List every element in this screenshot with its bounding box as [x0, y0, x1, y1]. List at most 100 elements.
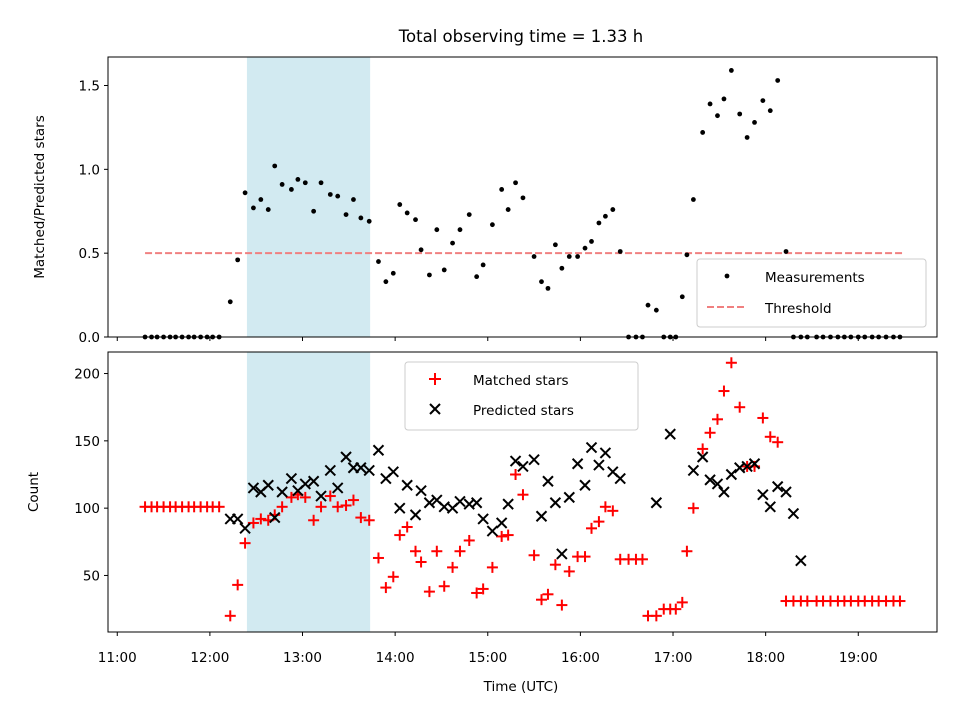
- predicted-star-point: [579, 479, 591, 491]
- measurement-point: [311, 208, 317, 214]
- legend-matched-label: Matched stars: [473, 373, 569, 389]
- top-legend: Measurements Threshold: [696, 258, 927, 328]
- matched-star-point: [496, 530, 508, 542]
- measurement-point: [302, 180, 308, 186]
- predicted-star-point: [307, 475, 320, 487]
- matched-star-point: [213, 501, 225, 513]
- matched-star-point: [477, 583, 489, 595]
- matched-star-point: [586, 522, 598, 534]
- measurement-point: [343, 212, 349, 218]
- matched-star-point: [697, 443, 709, 455]
- matched-star-point: [718, 385, 730, 397]
- matched-star-point: [355, 512, 367, 524]
- matched-star-point: [681, 545, 693, 557]
- predicted-star-point: [299, 478, 311, 490]
- measurement-point: [235, 257, 241, 263]
- measurement-point: [295, 176, 301, 182]
- bottom-xtick-label: 16:00: [561, 650, 600, 666]
- measurement-point: [376, 259, 381, 264]
- matched-star-point: [486, 561, 498, 573]
- top-panel: 0.0 0.5 1.0 1.5 Matched/Predicted stars Mea…: [32, 56, 938, 346]
- predicted-star-point: [517, 460, 529, 473]
- measurement-point: [288, 187, 294, 192]
- matched-star-point: [239, 537, 251, 549]
- top-ytick-label: 1.0: [79, 162, 100, 178]
- predicted-star-point: [355, 462, 367, 474]
- predicted-star-point: [477, 513, 489, 525]
- measurement-point: [441, 267, 447, 273]
- measurement-point: [366, 218, 372, 224]
- measurement-point: [227, 299, 233, 305]
- matched-star-point: [447, 561, 459, 573]
- predicted-star-point: [741, 460, 753, 473]
- measurement-point: [390, 270, 396, 276]
- measurement-point: [272, 163, 278, 169]
- matched-star-point: [757, 412, 769, 424]
- matched-star-point: [438, 580, 450, 592]
- predicted-star-point: [687, 464, 700, 477]
- predicted-star-point: [563, 491, 575, 504]
- measurement-point: [450, 240, 455, 246]
- matched-star-point: [423, 586, 435, 598]
- measurement-point: [457, 227, 463, 233]
- measurement-point: [265, 207, 271, 212]
- predicted-star-point: [614, 472, 626, 485]
- measurement-point: [418, 247, 424, 253]
- bottom-ylabel: Count: [26, 472, 42, 512]
- predicted-star-point: [650, 497, 663, 509]
- measurement-point: [520, 195, 526, 201]
- predicted-star-point: [415, 484, 427, 497]
- measurement-point: [610, 207, 616, 212]
- measurement-point: [744, 135, 750, 140]
- matched-star-point: [734, 401, 746, 413]
- top-ytick-label: 1.5: [79, 79, 100, 95]
- predicted-star-point: [718, 486, 730, 498]
- predicted-star-point: [787, 507, 800, 520]
- measurement-point: [728, 68, 734, 73]
- predicted-star-point: [535, 510, 548, 522]
- predicted-star-point: [276, 486, 288, 498]
- bottom-shaded-interval: [246, 352, 371, 632]
- predicted-star-point: [495, 517, 508, 529]
- measurement-point: [721, 96, 727, 102]
- matched-star-point: [394, 529, 406, 541]
- matched-star-point: [670, 603, 682, 615]
- matched-star-point: [340, 499, 352, 511]
- bottom-xtick-label: 14:00: [376, 650, 415, 666]
- matched-star-point: [255, 513, 267, 525]
- matched-star-point: [772, 436, 784, 448]
- measurement-point: [397, 202, 403, 207]
- bottom-ytick-label: 50: [83, 568, 100, 584]
- measurement-point: [760, 98, 766, 103]
- top-ytick-label: 0.5: [79, 246, 100, 262]
- matched-star-point: [380, 582, 392, 594]
- predicted-star-point: [387, 466, 399, 478]
- matched-star-point: [607, 505, 619, 517]
- bottom-xtick-label: 15:00: [468, 650, 507, 666]
- matched-star-point: [563, 565, 575, 577]
- matched-star-point: [347, 494, 359, 506]
- measurement-point: [684, 252, 690, 258]
- predicted-star-point: [771, 480, 784, 493]
- measurement-point: [737, 111, 743, 117]
- measurement-point: [434, 227, 440, 233]
- matched-star-point: [276, 501, 288, 513]
- matched-star-point: [764, 431, 776, 443]
- measurement-point: [545, 285, 551, 291]
- matched-star-point: [324, 490, 336, 502]
- measurement-point: [505, 207, 511, 212]
- predicted-star-point: [423, 497, 436, 509]
- predicted-star-point: [593, 459, 605, 471]
- predicted-star-point: [542, 475, 554, 487]
- matched-star-point: [528, 549, 540, 561]
- matched-star-point: [471, 587, 483, 599]
- measurement-point: [589, 239, 594, 244]
- matched-star-point: [299, 491, 311, 503]
- matched-star-point: [593, 516, 605, 528]
- bottom-xtick-label: 18:00: [746, 650, 785, 666]
- matched-star-point: [401, 521, 413, 533]
- predicted-star-point: [571, 458, 584, 470]
- predicted-star-point: [332, 482, 344, 494]
- measurement-point: [358, 215, 364, 221]
